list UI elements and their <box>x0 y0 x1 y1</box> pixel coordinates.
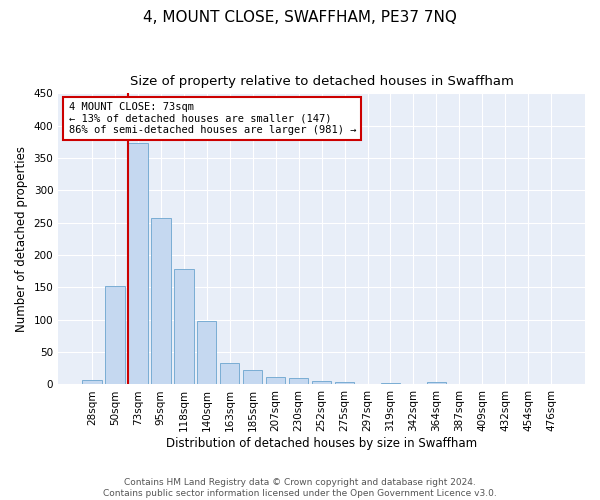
Title: Size of property relative to detached houses in Swaffham: Size of property relative to detached ho… <box>130 75 514 88</box>
Bar <box>289 378 308 384</box>
Bar <box>128 143 148 384</box>
Y-axis label: Number of detached properties: Number of detached properties <box>15 146 28 332</box>
Bar <box>266 378 286 384</box>
Bar <box>197 321 217 384</box>
Bar <box>427 382 446 384</box>
Text: 4 MOUNT CLOSE: 73sqm
← 13% of detached houses are smaller (147)
86% of semi-deta: 4 MOUNT CLOSE: 73sqm ← 13% of detached h… <box>69 102 356 136</box>
Bar <box>82 380 101 384</box>
Bar <box>312 381 331 384</box>
Bar <box>105 286 125 384</box>
Text: 4, MOUNT CLOSE, SWAFFHAM, PE37 7NQ: 4, MOUNT CLOSE, SWAFFHAM, PE37 7NQ <box>143 10 457 25</box>
Bar <box>243 370 262 384</box>
Bar <box>174 270 194 384</box>
Bar <box>220 363 239 384</box>
X-axis label: Distribution of detached houses by size in Swaffham: Distribution of detached houses by size … <box>166 437 477 450</box>
Bar <box>151 218 170 384</box>
Bar <box>381 382 400 384</box>
Bar <box>335 382 355 384</box>
Text: Contains HM Land Registry data © Crown copyright and database right 2024.
Contai: Contains HM Land Registry data © Crown c… <box>103 478 497 498</box>
